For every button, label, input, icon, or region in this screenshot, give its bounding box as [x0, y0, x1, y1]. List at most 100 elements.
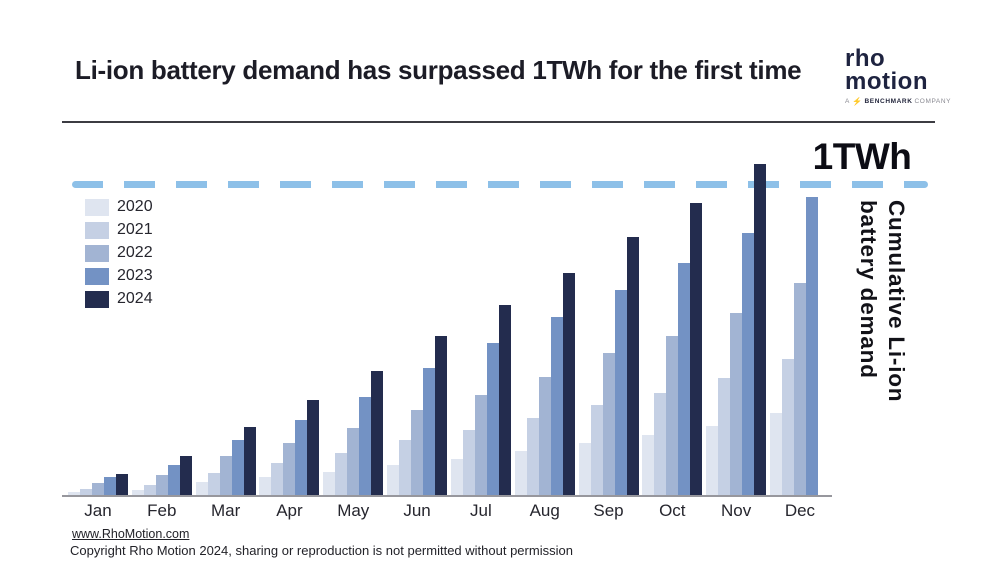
header-divider — [62, 121, 935, 123]
bar-group-aug — [514, 140, 575, 497]
legend-item-2022: 2022 — [85, 244, 153, 262]
bar-may-2020 — [323, 472, 336, 497]
x-tick-jul: Jul — [470, 501, 492, 520]
y-axis-title: Cumulative Li-ion battery demand — [855, 200, 909, 403]
bar-jul-2023 — [486, 343, 499, 497]
legend-label-2024: 2024 — [117, 290, 153, 307]
x-tick-feb: Feb — [147, 501, 177, 520]
bar-group-nov — [706, 140, 767, 497]
logo-text-motion: motion — [845, 67, 928, 95]
bar-feb-2023 — [167, 465, 180, 497]
rho-motion-logo: rho motion A ⚡ BENCHMARK COMPANY — [845, 45, 955, 106]
bar-feb-2024 — [179, 456, 192, 497]
bar-aug-2020 — [514, 451, 527, 497]
bar-sep-2022 — [602, 353, 615, 497]
bar-mar-2023 — [231, 440, 244, 497]
bar-aug-2021 — [526, 418, 539, 497]
legend-swatch-2024 — [85, 290, 109, 308]
x-tick-mar: Mar — [210, 501, 241, 520]
x-axis-labels: Jan Feb Mar Apr May Jun Jul Aug Sep Oct Nov Dec — [62, 501, 832, 521]
x-tick-oct: Oct — [659, 501, 686, 520]
bar-sep-2024 — [626, 237, 639, 497]
tagline-prefix: A — [845, 97, 850, 105]
legend-item-2020: 2020 — [85, 198, 153, 216]
bar-group-jan — [68, 140, 128, 497]
bar-aug-2022 — [538, 377, 551, 497]
bar-group-mar — [195, 140, 256, 497]
x-tick-jan: Jan — [84, 501, 112, 520]
bar-group-jul — [450, 140, 511, 497]
bar-group-sep — [578, 140, 639, 497]
legend-label-2022: 2022 — [117, 244, 153, 261]
bar-mar-2021 — [207, 473, 220, 497]
legend-label-2021: 2021 — [117, 221, 153, 238]
bar-jan-2024 — [116, 474, 128, 497]
bar-jan-2022 — [92, 483, 104, 497]
x-tick-nov: Nov — [721, 501, 752, 520]
tagline-benchmark: BENCHMARK — [864, 97, 913, 105]
bar-group-dec — [769, 140, 830, 497]
bar-jun-2023 — [423, 368, 436, 497]
bar-nov-2023 — [742, 233, 755, 497]
x-tick-jun: Jun — [403, 501, 431, 520]
bar-dec-2022 — [793, 283, 806, 497]
bar-may-2023 — [359, 397, 372, 497]
legend-label-2020: 2020 — [117, 198, 153, 215]
logo-text-rho: rho — [845, 45, 886, 72]
bar-apr-2022 — [283, 443, 296, 497]
threshold-dashed-line — [72, 181, 928, 188]
bar-nov-2024 — [754, 164, 767, 497]
bar-oct-2023 — [678, 263, 691, 497]
bar-jul-2021 — [462, 430, 475, 497]
benchmark-bolt-icon: ⚡ — [851, 96, 863, 106]
copyright-text: Copyright Rho Motion 2024, sharing or re… — [70, 543, 573, 558]
bar-group-may — [323, 140, 384, 497]
bar-dec-2021 — [781, 359, 794, 497]
bar-group-feb — [131, 140, 192, 497]
bar-jul-2020 — [450, 459, 463, 497]
legend-swatch-2023 — [85, 267, 109, 285]
bar-mar-2020 — [195, 482, 208, 497]
bar-apr-2020 — [259, 477, 272, 497]
bar-nov-2021 — [718, 378, 731, 497]
bar-jul-2022 — [474, 395, 487, 497]
bar-feb-2022 — [155, 475, 168, 497]
legend-swatch-2020 — [85, 198, 109, 216]
x-tick-dec: Dec — [784, 501, 816, 520]
logo-tagline: A ⚡ BENCHMARK COMPANY — [845, 96, 955, 106]
tagline-company: COMPANY — [914, 97, 952, 105]
legend: 2020 2021 2022 2023 2024 — [85, 198, 153, 308]
bar-group-apr — [259, 140, 320, 497]
bar-sep-2020 — [578, 443, 591, 497]
bar-apr-2021 — [271, 463, 284, 497]
bar-oct-2020 — [642, 435, 655, 497]
bar-jan-2020 — [68, 492, 80, 497]
threshold-label: 1TWh — [812, 136, 912, 177]
x-axis-line — [62, 495, 832, 497]
bar-feb-2020 — [131, 490, 144, 497]
x-tick-sep: Sep — [593, 501, 624, 520]
legend-item-2023: 2023 — [85, 267, 153, 285]
bar-mar-2024 — [243, 427, 256, 497]
legend-label-2023: 2023 — [117, 267, 153, 284]
bar-jan-2023 — [104, 477, 116, 497]
bar-jun-2022 — [411, 410, 424, 497]
bar-mar-2022 — [219, 456, 232, 497]
x-tick-may: May — [337, 501, 370, 520]
website-link[interactable]: www.RhoMotion.com — [72, 527, 190, 541]
bar-jan-2021 — [80, 489, 92, 497]
bar-nov-2022 — [730, 313, 743, 497]
bar-jun-2024 — [435, 336, 448, 497]
legend-item-2021: 2021 — [85, 221, 153, 239]
bar-sep-2023 — [614, 290, 627, 497]
page-title: Li-ion battery demand has surpassed 1TWh… — [75, 55, 802, 85]
bar-jun-2021 — [399, 440, 412, 497]
legend-swatch-2021 — [85, 221, 109, 239]
bar-apr-2024 — [307, 400, 320, 497]
bar-oct-2022 — [666, 336, 679, 497]
bar-feb-2021 — [143, 485, 156, 497]
bar-aug-2023 — [550, 317, 563, 497]
bar-oct-2021 — [654, 393, 667, 497]
legend-swatch-2022 — [85, 244, 109, 262]
